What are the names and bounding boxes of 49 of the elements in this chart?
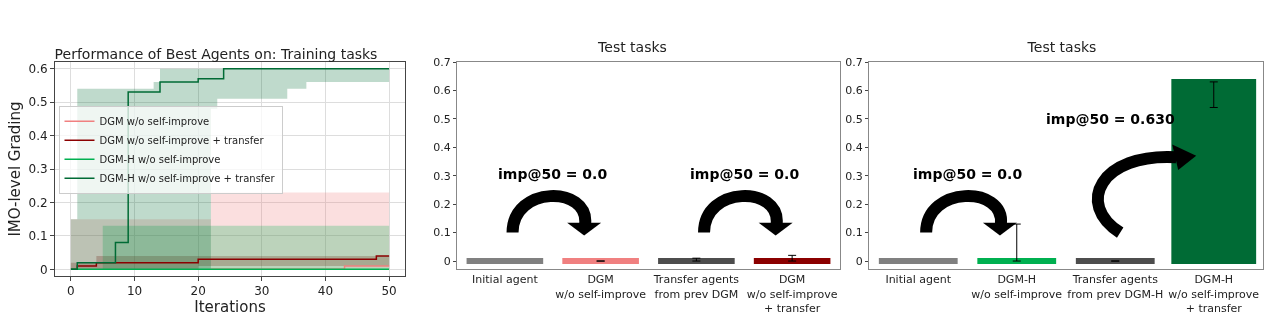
y-tick-label: 0.4 bbox=[28, 128, 48, 143]
y-tick-label: 0.4 bbox=[845, 141, 863, 155]
annotation: imp@50 = 0.0 bbox=[690, 166, 800, 182]
y-tick-label: 0.6 bbox=[433, 84, 451, 98]
x-tick-label: 30 bbox=[254, 284, 270, 299]
y-tick-label: 0 bbox=[39, 262, 48, 277]
y-tick-label: 0.7 bbox=[845, 55, 863, 69]
y-tick-label: 0 bbox=[855, 254, 863, 268]
x-tick-label: 10 bbox=[126, 284, 143, 299]
legend-label: DGM-H w/o self-improve + transfer bbox=[99, 173, 276, 185]
y-tick-label: 0.2 bbox=[845, 198, 863, 212]
x-tick-label: DGM-H w/o self-improve bbox=[971, 273, 1063, 301]
x-tick-label: 40 bbox=[317, 284, 334, 299]
y-tick-label: 0.6 bbox=[845, 84, 863, 98]
y-tick-label: 0.3 bbox=[28, 162, 48, 177]
y-tick-label: 0.3 bbox=[433, 169, 451, 183]
y-tick-label: 0.5 bbox=[845, 112, 863, 126]
y-tick-label: 0 bbox=[443, 254, 451, 268]
legend-label: DGM-H w/o self-improve bbox=[99, 154, 221, 166]
x-tick-label: DGM w/o self-improve + transfer bbox=[746, 273, 838, 315]
x-tick-label: Initial agent bbox=[885, 273, 952, 287]
x-tick-label: DGM w/o self-improve bbox=[555, 273, 647, 301]
y-tick-label: 0.6 bbox=[28, 61, 48, 76]
chart-title: Test tasks bbox=[597, 39, 667, 56]
y-tick-label: 0.1 bbox=[845, 226, 863, 240]
y-axis-title: IMO-level Grading bbox=[5, 101, 24, 237]
legend-label: DGM w/o self-improve bbox=[99, 116, 210, 128]
y-tick-label: 0.1 bbox=[433, 226, 451, 240]
annotation: imp@50 = 0.0 bbox=[913, 166, 1023, 182]
legend-label: DGM w/o self-improve + transfer bbox=[99, 135, 265, 147]
y-tick-label: 0.1 bbox=[28, 229, 48, 244]
x-tick-label: Transfer agents from prev DGM-H bbox=[1067, 273, 1164, 301]
y-tick-label: 0.5 bbox=[28, 95, 48, 110]
y-tick-label: 0.3 bbox=[845, 169, 863, 183]
x-tick-label: 0 bbox=[67, 284, 75, 299]
y-tick-label: 0.5 bbox=[433, 112, 451, 126]
x-tick-label: DGM-H w/o self-improve + transfer bbox=[1168, 273, 1260, 315]
chart-title: Test tasks bbox=[1026, 39, 1097, 56]
y-tick-label: 0.4 bbox=[433, 141, 451, 155]
y-tick-label: 0.2 bbox=[28, 195, 48, 210]
x-tick-label: 20 bbox=[190, 284, 206, 299]
y-tick-label: 0.7 bbox=[433, 55, 451, 69]
annotation: imp@50 = 0.0 bbox=[498, 166, 608, 182]
x-tick-label: Initial agent bbox=[472, 273, 539, 287]
y-tick-label: 0.2 bbox=[433, 198, 451, 212]
x-tick-label: 50 bbox=[381, 284, 397, 299]
x-axis-title: Iterations bbox=[194, 298, 266, 317]
chart-title: Performance of Best Agents on: Training tasks bbox=[54, 45, 378, 62]
x-tick-label: Transfer agents from prev DGM bbox=[652, 273, 740, 301]
